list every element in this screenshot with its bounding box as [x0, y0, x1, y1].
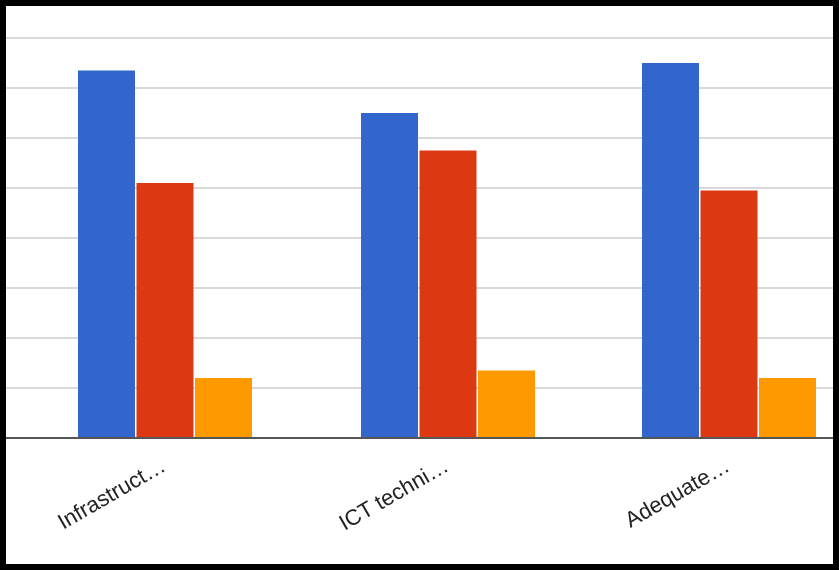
x-tick-label: Infrastruct…	[53, 453, 169, 535]
bar-2-category-1	[136, 183, 194, 438]
bar-1-category-1	[78, 70, 135, 438]
bar-1-category-2	[361, 113, 418, 438]
x-tick-labels: Infrastruct… ICT techni… Adequate…	[53, 453, 733, 536]
bar-chart: Infrastruct… ICT techni… Adequate…	[6, 37, 833, 536]
bar-3-category-2	[478, 370, 535, 438]
bar-3-category-1	[195, 378, 252, 438]
bar-2-category-3	[700, 190, 758, 438]
bar-3-category-3	[759, 378, 816, 438]
bars	[78, 63, 816, 438]
chart-frame: Infrastruct… ICT techni… Adequate…	[6, 6, 833, 564]
bar-2-category-2	[419, 150, 477, 438]
bar-1-category-3	[642, 63, 699, 438]
x-tick-label: ICT techni…	[334, 453, 452, 536]
x-tick-label: Adequate…	[620, 453, 733, 533]
